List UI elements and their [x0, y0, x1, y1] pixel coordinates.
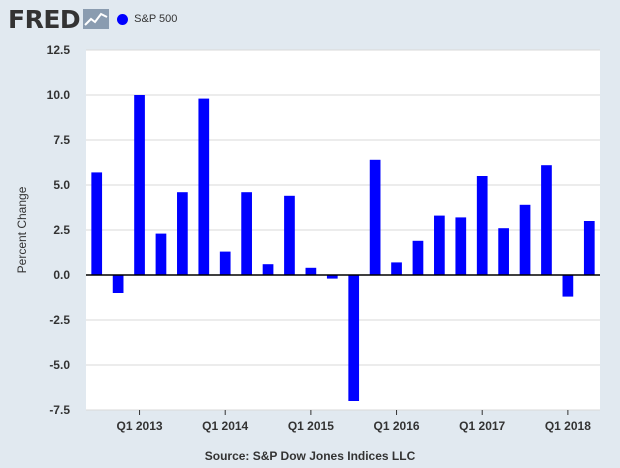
- bar: [155, 233, 167, 275]
- legend-swatch: [117, 13, 129, 25]
- bar: [476, 176, 488, 275]
- bar: [583, 221, 595, 275]
- y-axis-title: Percent Change: [15, 186, 29, 273]
- y-tick-label: 10.0: [47, 88, 71, 102]
- y-tick-label: -2.5: [49, 313, 70, 327]
- x-tick-label: Q1 2016: [374, 419, 420, 433]
- bar: [177, 192, 188, 275]
- y-tick-label: -5.0: [49, 358, 70, 372]
- bar: [284, 195, 295, 275]
- bar: [241, 192, 252, 275]
- bar: [262, 264, 274, 275]
- trend-line-icon: [83, 9, 110, 29]
- x-tick-label: Q1 2015: [288, 419, 334, 433]
- bar: [391, 262, 402, 275]
- bar: [112, 275, 124, 293]
- bar: [305, 267, 317, 275]
- x-tick-label: Q1 2018: [545, 419, 591, 433]
- bar: [562, 275, 574, 297]
- source-note: Source: S&P Dow Jones Indices LLC: [204, 449, 416, 463]
- bar: [348, 275, 360, 401]
- bar: [498, 228, 509, 275]
- y-tick-label: 12.5: [47, 43, 71, 57]
- y-tick-label: 5.0: [53, 178, 70, 192]
- bar: [198, 98, 210, 275]
- x-tick-label: Q1 2013: [117, 419, 163, 433]
- y-tick-label: 0.0: [53, 268, 70, 282]
- fred-logo[interactable]: FRED: [8, 4, 81, 34]
- x-tick-label: Q1 2017: [459, 419, 505, 433]
- bar: [541, 165, 552, 275]
- legend-label: S&P 500: [134, 13, 178, 25]
- y-tick-label: 2.5: [53, 223, 70, 237]
- bar: [434, 215, 445, 275]
- bar: [412, 240, 424, 275]
- y-tick-label: -7.5: [49, 403, 70, 417]
- bar: [219, 251, 231, 275]
- bar: [455, 217, 467, 275]
- header: FRED S&P 500: [8, 4, 177, 34]
- bar: [91, 172, 103, 275]
- bar: [519, 204, 531, 275]
- x-tick-label: Q1 2014: [202, 419, 248, 433]
- bar: [134, 95, 145, 275]
- legend: S&P 500: [117, 13, 177, 25]
- bar: [326, 275, 338, 279]
- bar: [369, 159, 381, 275]
- y-tick-label: 7.5: [53, 133, 70, 147]
